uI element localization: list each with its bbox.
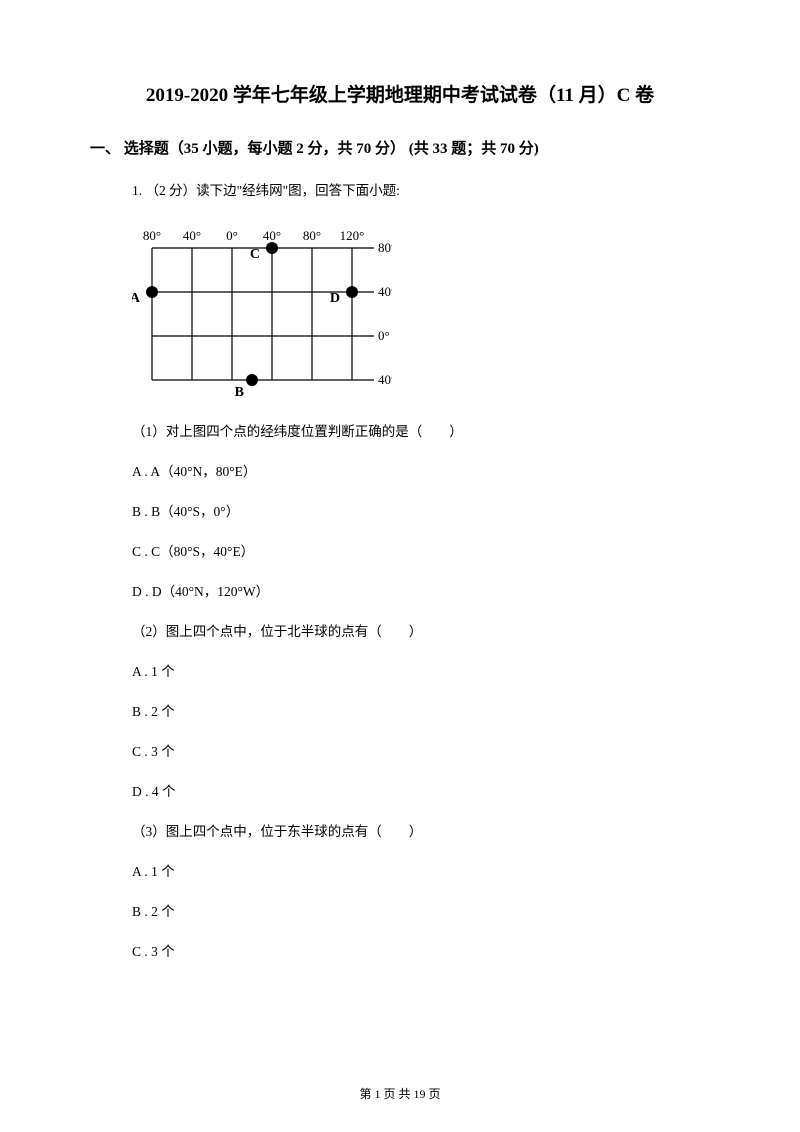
sub-question-1: （1）对上图四个点的经纬度位置判断正确的是（ ） bbox=[132, 420, 710, 440]
option-1d: D . D（40°N，120°W） bbox=[132, 580, 710, 600]
option-2b: B . 2 个 bbox=[132, 700, 710, 720]
svg-text:40°: 40° bbox=[183, 228, 201, 243]
option-2a: A . 1 个 bbox=[132, 660, 710, 680]
option-1c: C . C（80°S，40°E） bbox=[132, 540, 710, 560]
svg-text:80°: 80° bbox=[378, 240, 392, 255]
option-3a: A . 1 个 bbox=[132, 860, 710, 880]
option-1a: A . A（40°N，80°E） bbox=[132, 460, 710, 480]
option-3b: B . 2 个 bbox=[132, 900, 710, 920]
svg-text:120°: 120° bbox=[340, 228, 365, 243]
svg-text:40°: 40° bbox=[263, 228, 281, 243]
svg-text:D: D bbox=[330, 291, 340, 306]
sub-question-3: （3）图上四个点中，位于东半球的点有（ ） bbox=[132, 820, 710, 840]
section-header: 一、 选择题（35 小题，每小题 2 分，共 70 分） (共 33 题；共 7… bbox=[90, 137, 710, 158]
option-2c: C . 3 个 bbox=[132, 740, 710, 760]
option-2d: D . 4 个 bbox=[132, 780, 710, 800]
svg-text:40°: 40° bbox=[378, 284, 392, 299]
svg-text:0°: 0° bbox=[226, 228, 238, 243]
svg-text:80°: 80° bbox=[303, 228, 321, 243]
svg-text:0°: 0° bbox=[378, 328, 390, 343]
question-1-stem: 1. （2 分）读下边"经纬网"图，回答下面小题: bbox=[132, 180, 710, 202]
svg-text:B: B bbox=[235, 385, 244, 400]
sub-question-2: （2）图上四个点中，位于北半球的点有（ ） bbox=[132, 620, 710, 640]
latlon-diagram: 80° 40° 0° 40° 80° 120° 80° 40° 0° 40° A B C D bbox=[132, 220, 710, 400]
option-3c: C . 3 个 bbox=[132, 940, 710, 960]
page-footer: 第 1 页 共 19 页 bbox=[0, 1085, 800, 1102]
option-1b: B . B（40°S，0°） bbox=[132, 500, 710, 520]
svg-text:40°: 40° bbox=[378, 372, 392, 387]
svg-text:C: C bbox=[250, 247, 260, 262]
svg-text:A: A bbox=[132, 291, 141, 306]
svg-text:80°: 80° bbox=[143, 228, 161, 243]
page-title: 2019-2020 学年七年级上学期地理期中考试试卷（11 月）C 卷 bbox=[90, 80, 710, 107]
